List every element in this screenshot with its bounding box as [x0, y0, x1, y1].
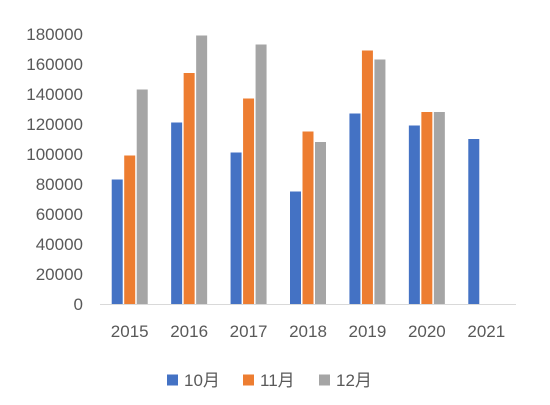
x-tick-label: 2019 [349, 322, 387, 341]
legend-swatch [243, 374, 254, 386]
legend: 10月 11月 12月 [167, 371, 372, 390]
legend-swatch [167, 374, 178, 386]
bar-2016-series-2 [183, 73, 195, 304]
bar-2020-series-1 [408, 125, 420, 304]
bar-2017-series-1 [230, 152, 242, 304]
y-tick-label: 180000 [26, 25, 83, 44]
bar-2015-series-2 [124, 155, 136, 304]
legend-label: 10月 [184, 371, 220, 390]
y-tick-label: 0 [74, 295, 83, 314]
x-tick-label: 2015 [111, 322, 149, 341]
legend-label: 11月 [260, 371, 295, 390]
bars [111, 35, 480, 304]
bar-2016-series-1 [171, 122, 183, 304]
bar-2018-series-3 [315, 142, 326, 304]
bar-2018-series-1 [290, 191, 301, 304]
y-tick-label: 100000 [26, 145, 83, 164]
y-tick-label: 60000 [36, 205, 83, 224]
y-tick-label: 40000 [36, 235, 83, 254]
y-tick-label: 80000 [36, 175, 83, 194]
x-axis-ticks: 2015 2016 2017 2018 2019 2020 2021 [111, 322, 505, 341]
bar-2020-series-3 [433, 112, 445, 304]
bar-2017-series-3 [255, 44, 267, 304]
bar-2018-series-2 [302, 131, 314, 304]
bar-2019-series-3 [374, 59, 386, 304]
bar-2017-series-2 [243, 98, 255, 304]
x-tick-label: 2017 [230, 322, 268, 341]
bar-2019-series-1 [349, 113, 361, 304]
x-tick-label: 2016 [170, 322, 208, 341]
bar-2019-series-2 [361, 50, 373, 304]
bar-2020-series-2 [421, 112, 433, 304]
y-axis-ticks: 0 20000 40000 60000 80000 100000 120000 140000 1… [26, 25, 83, 314]
bar-2021-series-1 [468, 139, 480, 304]
legend-label: 12月 [336, 371, 372, 390]
y-tick-label: 120000 [26, 115, 83, 134]
x-tick-label: 2020 [408, 322, 446, 341]
x-tick-label: 2018 [289, 322, 327, 341]
bar-2015-series-3 [136, 89, 148, 304]
y-tick-label: 140000 [26, 85, 83, 104]
y-tick-label: 20000 [36, 265, 83, 284]
bar-2015-series-1 [111, 179, 123, 304]
x-tick-label: 2021 [467, 322, 505, 341]
bar-2016-series-3 [196, 35, 208, 304]
y-tick-label: 160000 [26, 55, 83, 74]
legend-swatch [319, 374, 330, 386]
